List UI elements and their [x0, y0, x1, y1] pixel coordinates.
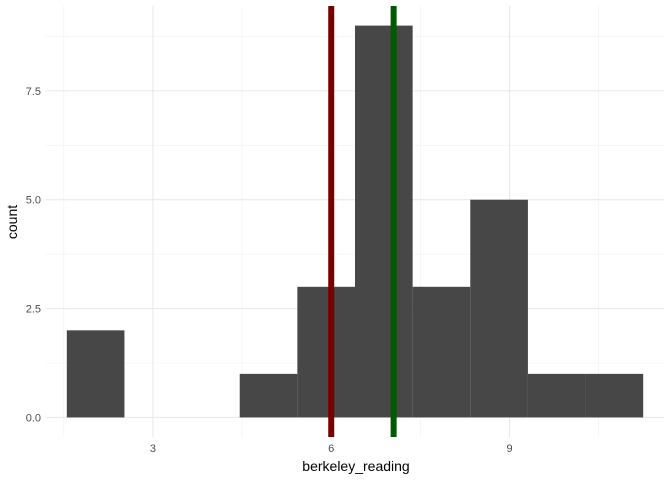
y-tick-label: 2.5 [26, 304, 41, 316]
histogram-bar [585, 373, 644, 418]
histogram-bar [66, 330, 125, 418]
y-axis-ticks: 0.0 2.5 5.0 7.5 [26, 86, 41, 425]
histogram-bar [527, 373, 586, 418]
x-axis-title: berkeley_reading [302, 458, 409, 474]
reference-lines [328, 6, 397, 437]
histogram-bars [66, 25, 644, 418]
histogram-bar [470, 199, 528, 418]
histogram-bar [355, 25, 413, 418]
x-tick-label: 3 [150, 443, 156, 455]
y-axis-title: count [4, 205, 20, 239]
x-tick-label: 9 [506, 443, 512, 455]
y-tick-label: 7.5 [26, 86, 41, 98]
histogram-bar [297, 286, 355, 418]
x-tick-label: 6 [328, 443, 334, 455]
histogram-bar [239, 373, 298, 418]
histogram-bar [412, 286, 471, 418]
y-tick-label: 5.0 [26, 195, 41, 207]
x-axis-ticks: 3 6 9 [150, 443, 513, 455]
y-tick-label: 0.0 [26, 412, 41, 424]
